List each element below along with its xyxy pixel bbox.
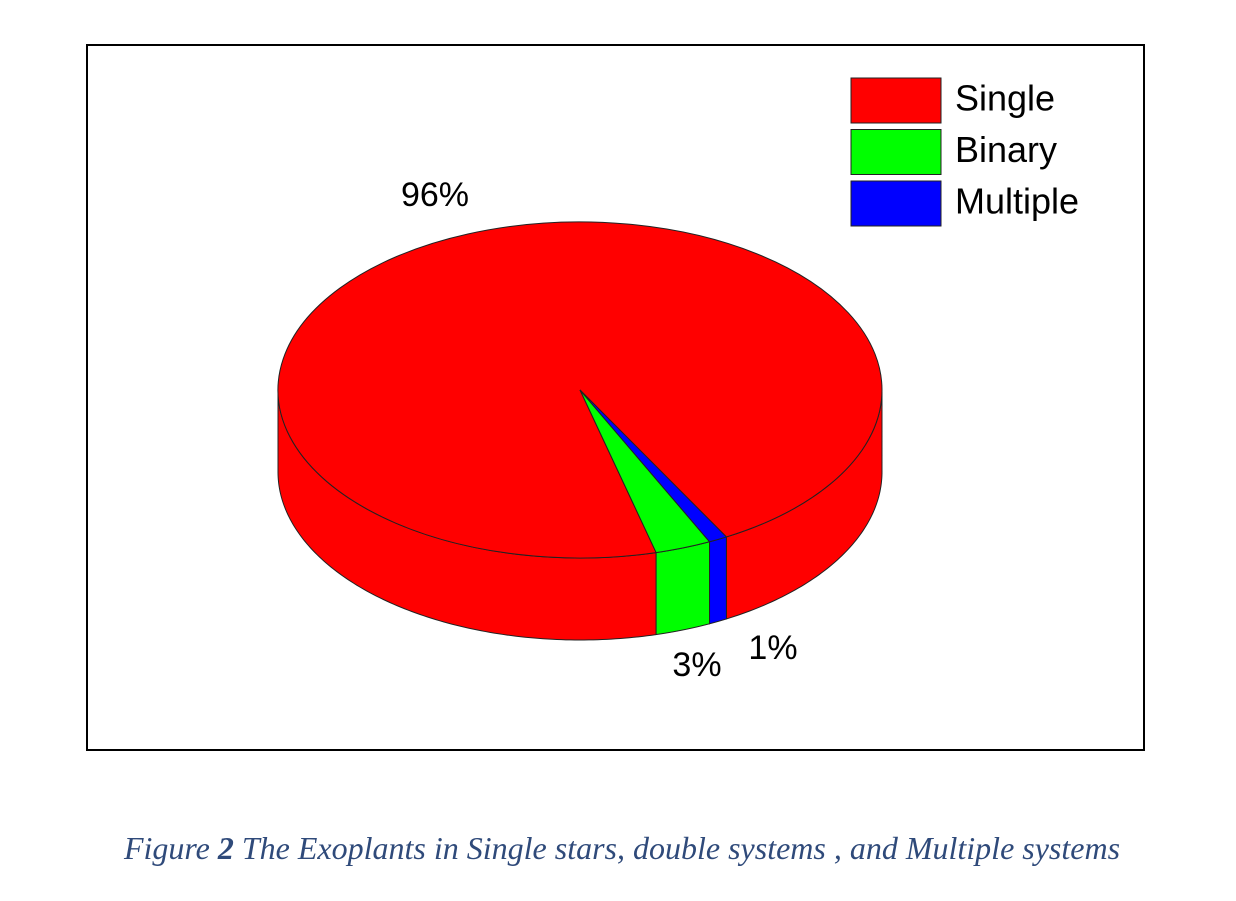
pie: [277, 221, 883, 641]
pie-side: [655, 541, 711, 636]
legend-swatch: [850, 180, 942, 227]
legend-label: Binary: [955, 129, 1057, 170]
legend-swatch: [850, 77, 942, 124]
value-label: 96%: [401, 176, 469, 214]
caption: Figure 2 The Exoplants in Single stars, …: [123, 830, 1120, 866]
pie-side: [709, 536, 727, 625]
caption-text: The Exoplants in Single stars, double sy…: [242, 830, 1120, 866]
value-label: 1%: [748, 629, 797, 667]
legend-label: Multiple: [955, 181, 1079, 222]
pie-slice: [579, 389, 728, 543]
legend: Single Binary Multiple: [850, 77, 1079, 227]
caption-prefix: Figure: [123, 830, 210, 866]
value-label: 3%: [672, 646, 721, 684]
legend-swatch: [850, 129, 942, 175]
caption-number: 2: [217, 830, 234, 866]
legend-label: Single: [955, 78, 1055, 119]
